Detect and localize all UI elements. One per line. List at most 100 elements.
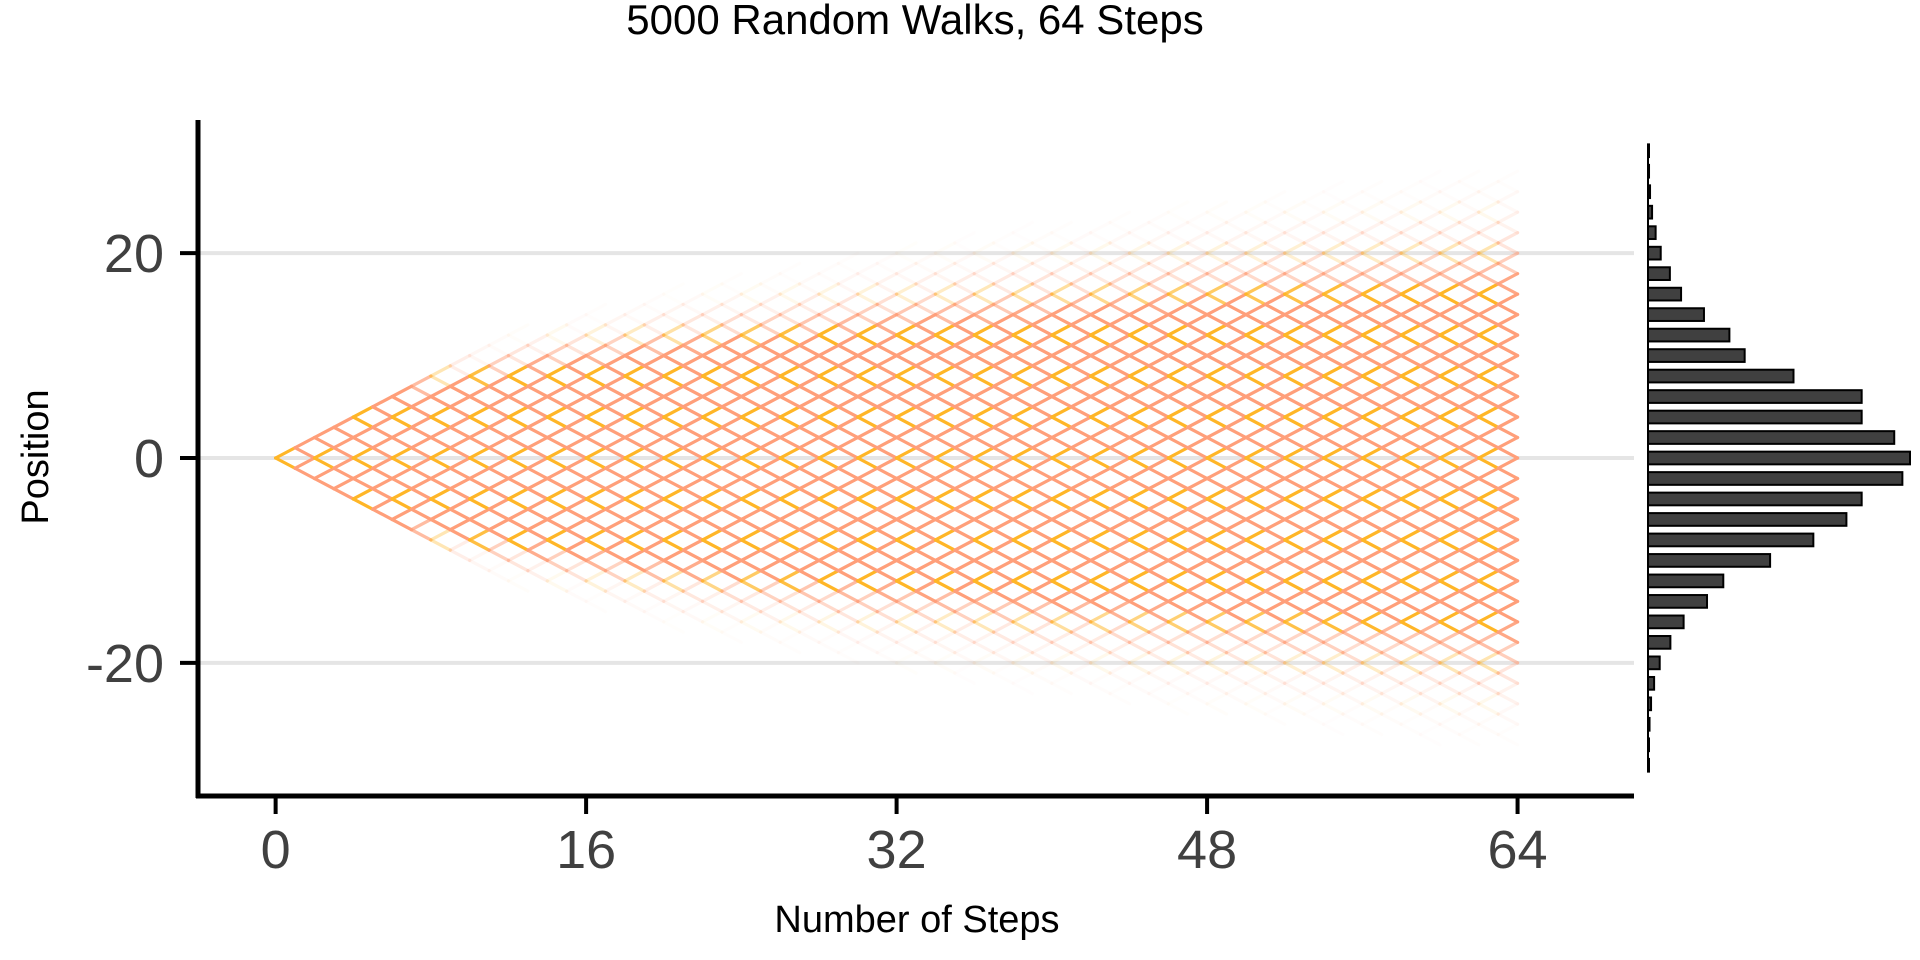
walk-segment [1166,251,1190,265]
walk-segment [565,476,588,491]
walk-segment [1108,261,1132,276]
walk-segment [894,364,918,378]
walk-segment [1496,497,1520,511]
y-tick-label-2: -20 [86,634,164,694]
walk-segment [933,497,957,511]
walk-segment [1089,415,1112,429]
walk-segment [1011,435,1035,450]
walk-segment [1341,599,1364,614]
walk-segment [1360,200,1384,214]
walk-segment [526,435,549,450]
walk-segment [759,497,782,511]
walk-segment [1069,384,1093,399]
walk-segment [1166,671,1190,685]
walk-segment [1360,456,1384,470]
walk-segment [1224,343,1248,358]
walk-segment [623,528,646,542]
walk-segment [933,415,957,429]
walk-segment [1108,446,1132,460]
walk-segment [1263,384,1287,399]
walk-segment [623,476,646,491]
walk-segment [1418,190,1442,204]
walk-segment [894,333,918,347]
walk-segment [1477,220,1500,235]
walk-segment [1186,599,1209,614]
walk-segment [838,642,857,652]
walk-segment [1380,610,1403,624]
walk-segment [1166,333,1190,347]
walk-segment [972,466,996,481]
walk-segment [1302,651,1326,665]
walk-segment [1302,691,1326,706]
walk-segment [1341,476,1364,491]
walk-segment [1030,282,1054,296]
walk-segment [1457,599,1481,614]
walk-segment [759,610,782,624]
walk-segment [836,538,860,552]
walk-segment [468,405,491,419]
walk-segment [1341,630,1364,644]
walk-segment [778,589,802,603]
walk-segment [1147,671,1170,685]
walk-segment [487,548,511,563]
walk-segment [894,282,918,296]
walk-segment [1399,220,1423,235]
walk-segment [1360,292,1384,306]
walk-segment [1341,640,1364,655]
walk-segment [1127,466,1151,481]
walk-segment [1457,702,1481,716]
walk-segment [642,374,666,388]
walk-segment [1166,610,1190,624]
walk-segment [1244,528,1267,542]
walk-segment [761,274,780,284]
walk-segment [332,456,355,470]
walk-segment [797,507,821,522]
walk-segment [1496,661,1520,675]
walk-segment [1129,233,1148,243]
walk-segment [1224,620,1248,634]
walk-segment [1166,579,1190,593]
walk-segment [720,456,743,470]
walk-segment [1127,241,1151,255]
walk-segment [1205,610,1229,624]
walk-segment [836,610,860,624]
walk-segment [1263,538,1287,552]
walk-segment [1108,487,1132,501]
walk-segment [487,569,511,583]
walk-segment [1069,435,1093,450]
walk-segment [293,446,317,460]
walk-segment [1147,272,1170,286]
walk-segment [1399,702,1423,716]
walk-segment [1127,651,1151,665]
walk-segment [722,284,741,294]
walk-segment [662,394,685,409]
walk-segment [1108,415,1132,429]
walk-segment [1224,507,1248,522]
walk-segment [875,599,899,614]
walk-segment [914,292,938,306]
walk-segment [662,313,685,327]
walk-segment [797,292,821,306]
walk-segment [312,466,336,481]
walk-segment [759,446,782,460]
walk-segment [1089,579,1112,593]
walk-segment [1477,394,1500,409]
walk-segment [1050,364,1073,378]
walk-segment [545,466,569,481]
walk-segment [778,446,802,460]
walk-segment [468,374,491,388]
walk-segment [1457,313,1481,327]
walk-segment [681,466,705,481]
walk-segment [1089,507,1112,522]
walk-segment [1438,425,1461,440]
walk-segment [992,599,1015,614]
walk-segment [894,374,918,388]
walk-segment [1477,466,1500,481]
walk-segment [914,425,938,440]
walk-segment [1380,661,1403,675]
walk-segment [545,456,569,470]
walk-segment [1108,620,1132,634]
walk-segment [1246,212,1265,222]
walk-segment [1224,384,1248,399]
walk-segment [487,446,511,460]
